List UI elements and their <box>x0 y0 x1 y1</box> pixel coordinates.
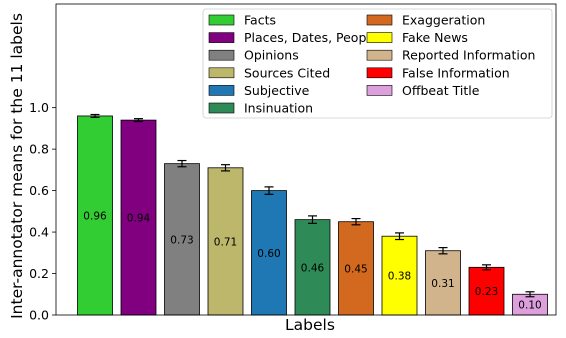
y-tick-label: 0.4 <box>29 225 49 240</box>
legend-swatch <box>366 32 393 43</box>
legend-swatch <box>208 49 235 61</box>
legend-swatch <box>208 14 235 26</box>
bar-value-label: 0.38 <box>388 271 411 283</box>
y-tick-label: 0.8 <box>29 142 49 157</box>
bar-value-label: 0.94 <box>127 213 151 225</box>
legend-swatch <box>208 85 235 96</box>
legend-entry: Fake News <box>402 30 468 45</box>
y-tick-label: 0.0 <box>29 308 49 323</box>
legend-swatch <box>208 102 235 114</box>
legend-swatch <box>366 85 393 96</box>
bar-value-label: 0.60 <box>257 248 280 260</box>
legend-entry: False Information <box>402 65 510 80</box>
bar <box>77 115 113 316</box>
y-tick-label: 1.0 <box>29 100 49 115</box>
bar-labels-layer: 0.96 0.94 0.73 0.71 0.60 0.46 0.45 0.38 0.31 0.23… <box>83 210 541 311</box>
legend-entry: Subjective <box>244 83 310 98</box>
bar-value-label: 0.23 <box>475 286 498 298</box>
bar-value-label: 0.45 <box>344 263 367 275</box>
legend: Facts Places, Dates, People Opinions Source… <box>202 8 553 119</box>
bar <box>207 167 244 316</box>
legend-entry: Opinions <box>244 48 299 63</box>
axes-layer: 0.0 0.2 0.4 0.6 0.8 1.0 <box>29 3 557 323</box>
legend-swatch <box>208 67 235 79</box>
legend-swatch <box>208 32 235 43</box>
bar-value-label: 0.71 <box>214 236 237 248</box>
x-axis-label: Labels <box>285 316 335 334</box>
legend-box <box>202 8 553 119</box>
y-axis-label: Inter-annotator means for the 11 labels <box>8 13 26 319</box>
bar-value-label: 0.73 <box>170 234 193 246</box>
y-tick-label: 0.2 <box>29 266 49 281</box>
legend-entry: Insinuation <box>244 101 313 116</box>
legend-entry: Offbeat Title <box>402 83 480 98</box>
bar-value-label: 0.31 <box>431 278 454 290</box>
plot-frame <box>55 3 557 316</box>
legend-entry: Reported Information <box>402 48 535 63</box>
error-bars-layer <box>90 113 535 298</box>
bar <box>120 119 157 316</box>
legend-entry: Facts <box>244 13 276 28</box>
bar-value-label: 0.10 <box>518 300 541 312</box>
legend-swatch <box>366 14 393 26</box>
bar <box>294 219 331 316</box>
legend-entry: Sources Cited <box>244 65 330 80</box>
legend-entry: Places, Dates, People <box>244 30 378 45</box>
bar-value-label: 0.96 <box>83 210 107 222</box>
legend-swatch <box>366 67 393 79</box>
bar <box>468 266 505 316</box>
legend-swatch <box>366 49 393 61</box>
legend-entry: Exaggeration <box>402 13 485 28</box>
y-tick-label: 0.6 <box>29 183 49 198</box>
bar-value-label: 0.46 <box>301 262 325 274</box>
bar <box>381 235 418 316</box>
